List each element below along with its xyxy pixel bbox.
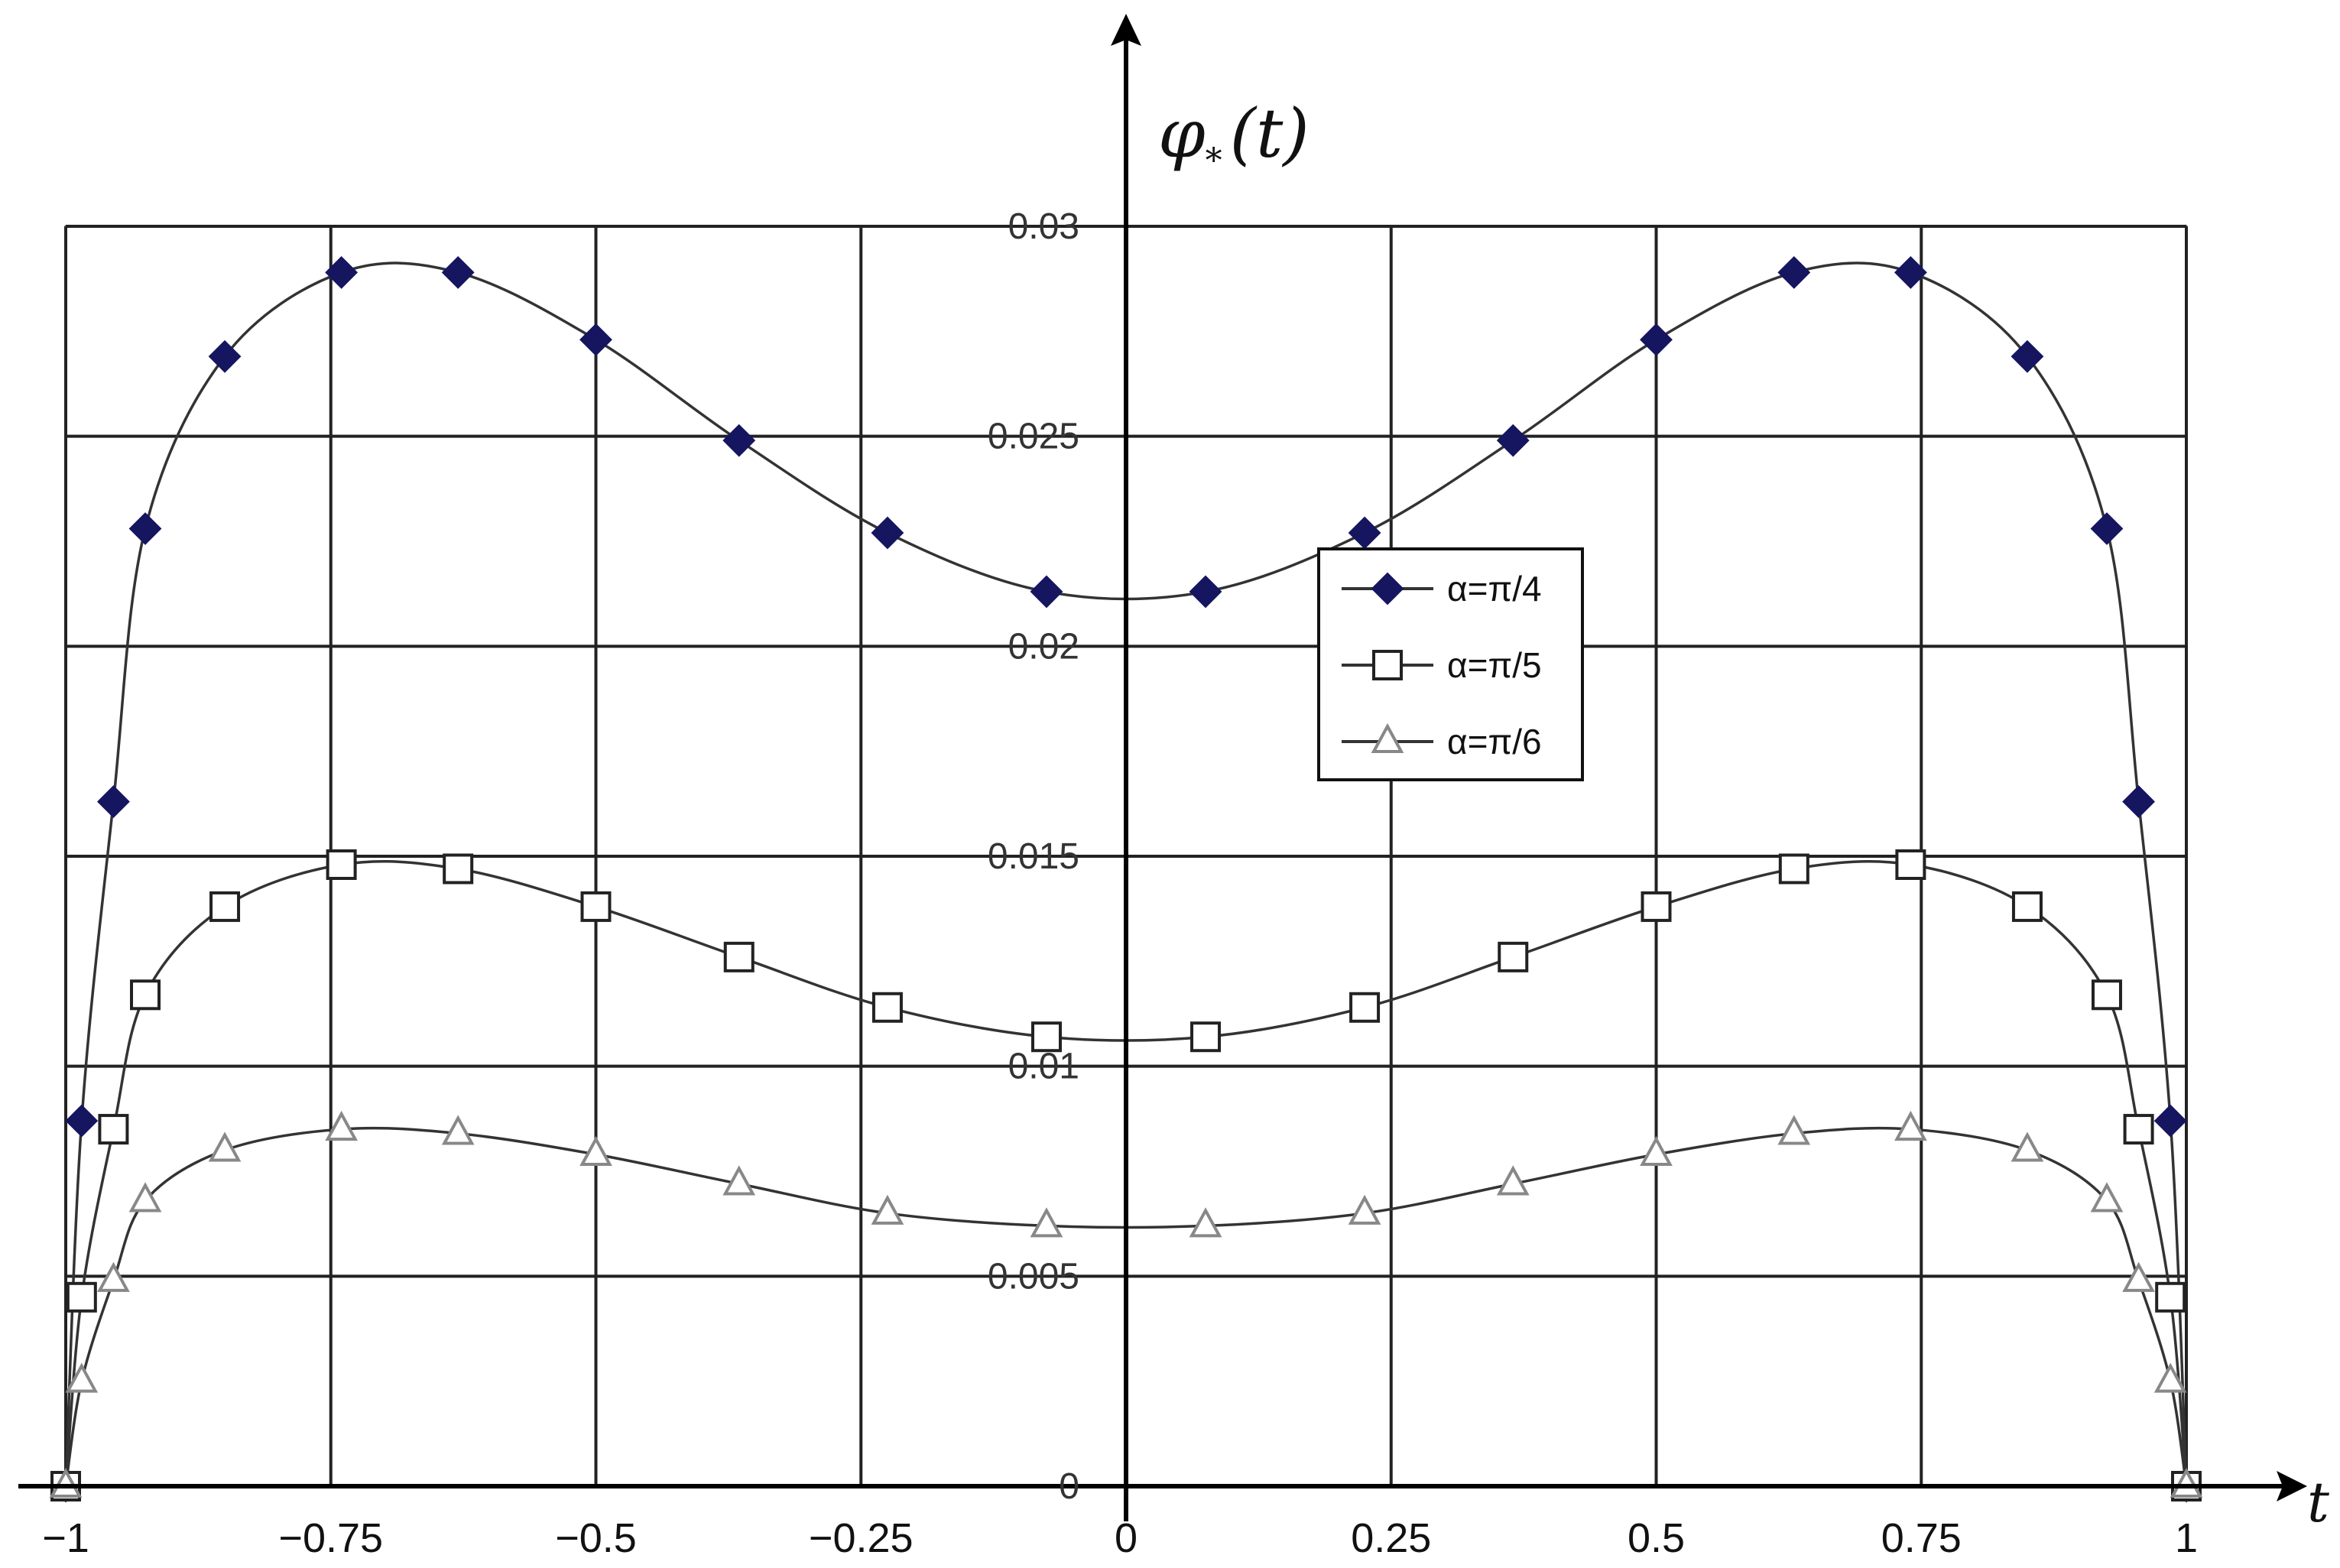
x-tick-label: −0.75: [278, 1515, 383, 1561]
y-axis-argument: (t): [1230, 94, 1310, 173]
y-tick-label: 0.025: [988, 417, 1079, 457]
y-tick-label: 0.005: [988, 1256, 1079, 1297]
data-point: [2090, 512, 2124, 545]
data-point: [1348, 516, 1381, 550]
data-point: [441, 256, 475, 289]
data-point: [2011, 1131, 2044, 1162]
data-point: [2091, 979, 2122, 1011]
data-point: [871, 992, 903, 1023]
data-point: [2155, 1281, 2186, 1313]
data-point: [2122, 1261, 2155, 1292]
data-point: [2153, 1104, 2187, 1138]
data-point: [580, 891, 612, 922]
data-point: [1030, 575, 1063, 609]
data-point: [1030, 1021, 1062, 1053]
data-point: [722, 1165, 756, 1196]
data-point: [128, 1182, 162, 1213]
data-point: [325, 256, 359, 289]
data-point: [65, 1362, 99, 1393]
y-tick-label: 0.015: [988, 836, 1079, 877]
data-point: [2011, 891, 2043, 922]
y-tick-label: 0.02: [1008, 626, 1079, 667]
x-tick-label: −0.25: [809, 1515, 914, 1561]
axis-titles: φ* (t) t: [1158, 94, 2330, 1534]
data-point: [1895, 849, 1926, 880]
y-tick-label: 0.03: [1008, 206, 1079, 247]
data-point: [1778, 853, 1809, 885]
data-point: [65, 1104, 99, 1138]
y-axis-subscript: *: [1206, 141, 1222, 180]
legend-label: α=π/5: [1447, 645, 1542, 685]
data-point: [723, 941, 755, 972]
data-point: [2011, 339, 2044, 373]
data-point: [2090, 1182, 2124, 1213]
x-tick-label: −1: [42, 1515, 89, 1561]
y-tick-label: 0: [1059, 1466, 1079, 1507]
x-axis-arrow: [2277, 1471, 2307, 1501]
data-point: [2170, 1467, 2203, 1498]
legend-label: α=π/6: [1447, 722, 1542, 761]
x-tick-label: 0: [1115, 1515, 1138, 1561]
data-point: [130, 979, 161, 1011]
data-point: [579, 323, 612, 356]
data-point: [2153, 1362, 2187, 1393]
data-point: [1777, 1115, 1811, 1145]
legend: α=π/4 α=π/5 α=π/6: [1317, 547, 1584, 781]
data-point: [1640, 1135, 1673, 1167]
data-point: [66, 1281, 97, 1313]
data-point: [325, 1110, 358, 1141]
data-point: [579, 1135, 612, 1167]
data-point: [2123, 1114, 2154, 1145]
data-point: [1349, 992, 1381, 1023]
legend-label: α=π/4: [1447, 569, 1542, 609]
data-point: [98, 1114, 129, 1145]
x-tick-label: 0.25: [1351, 1515, 1431, 1561]
data-point: [1777, 256, 1811, 289]
tick-labels: −1 −0.75 −0.5 −0.25 0 0.25 0.5 0.75 1 0 0.005 0.01 0…: [42, 206, 2198, 1561]
data-point: [1641, 891, 1672, 922]
y-axis-title: φ* (t): [1158, 94, 1310, 180]
data-point: [49, 1467, 83, 1498]
data-point: [208, 339, 242, 373]
data-point: [443, 853, 474, 885]
legend-marker: [1371, 722, 1404, 753]
data-point: [1348, 1194, 1381, 1225]
x-axis-title: t: [2307, 1470, 2330, 1534]
legend-marker: [1371, 572, 1404, 605]
x-tick-label: 0.75: [1881, 1515, 1962, 1561]
data-point: [97, 785, 130, 819]
data-point: [871, 1194, 904, 1225]
data-point: [722, 424, 756, 457]
data-point: [128, 512, 162, 545]
data-point: [1498, 941, 1529, 972]
y-axis-symbol: φ: [1158, 94, 1206, 173]
data-point: [326, 849, 357, 880]
legend-marker: [1372, 650, 1403, 680]
data-point: [1189, 575, 1222, 609]
data-point: [1640, 323, 1673, 356]
y-tick-label: 0.01: [1008, 1047, 1079, 1087]
x-tick-label: 0.5: [1628, 1515, 1685, 1561]
data-point: [1189, 1207, 1222, 1238]
data-point: [2122, 785, 2155, 819]
data-point: [1190, 1021, 1222, 1053]
data-point: [1894, 1110, 1927, 1141]
data-point: [97, 1261, 130, 1292]
y-axis-arrow: [1111, 14, 1141, 46]
data-point: [1894, 256, 1927, 289]
data-point: [1496, 1165, 1530, 1196]
data-point: [209, 891, 241, 922]
data-point: [208, 1131, 242, 1162]
data-point: [1030, 1207, 1063, 1238]
data-point: [1496, 424, 1530, 457]
x-tick-label: 1: [2175, 1515, 2198, 1561]
series-markers: [49, 256, 2203, 1503]
data-point: [441, 1115, 475, 1145]
axes: [18, 14, 2307, 1521]
x-tick-label: −0.5: [555, 1515, 637, 1561]
data-point: [871, 516, 904, 550]
